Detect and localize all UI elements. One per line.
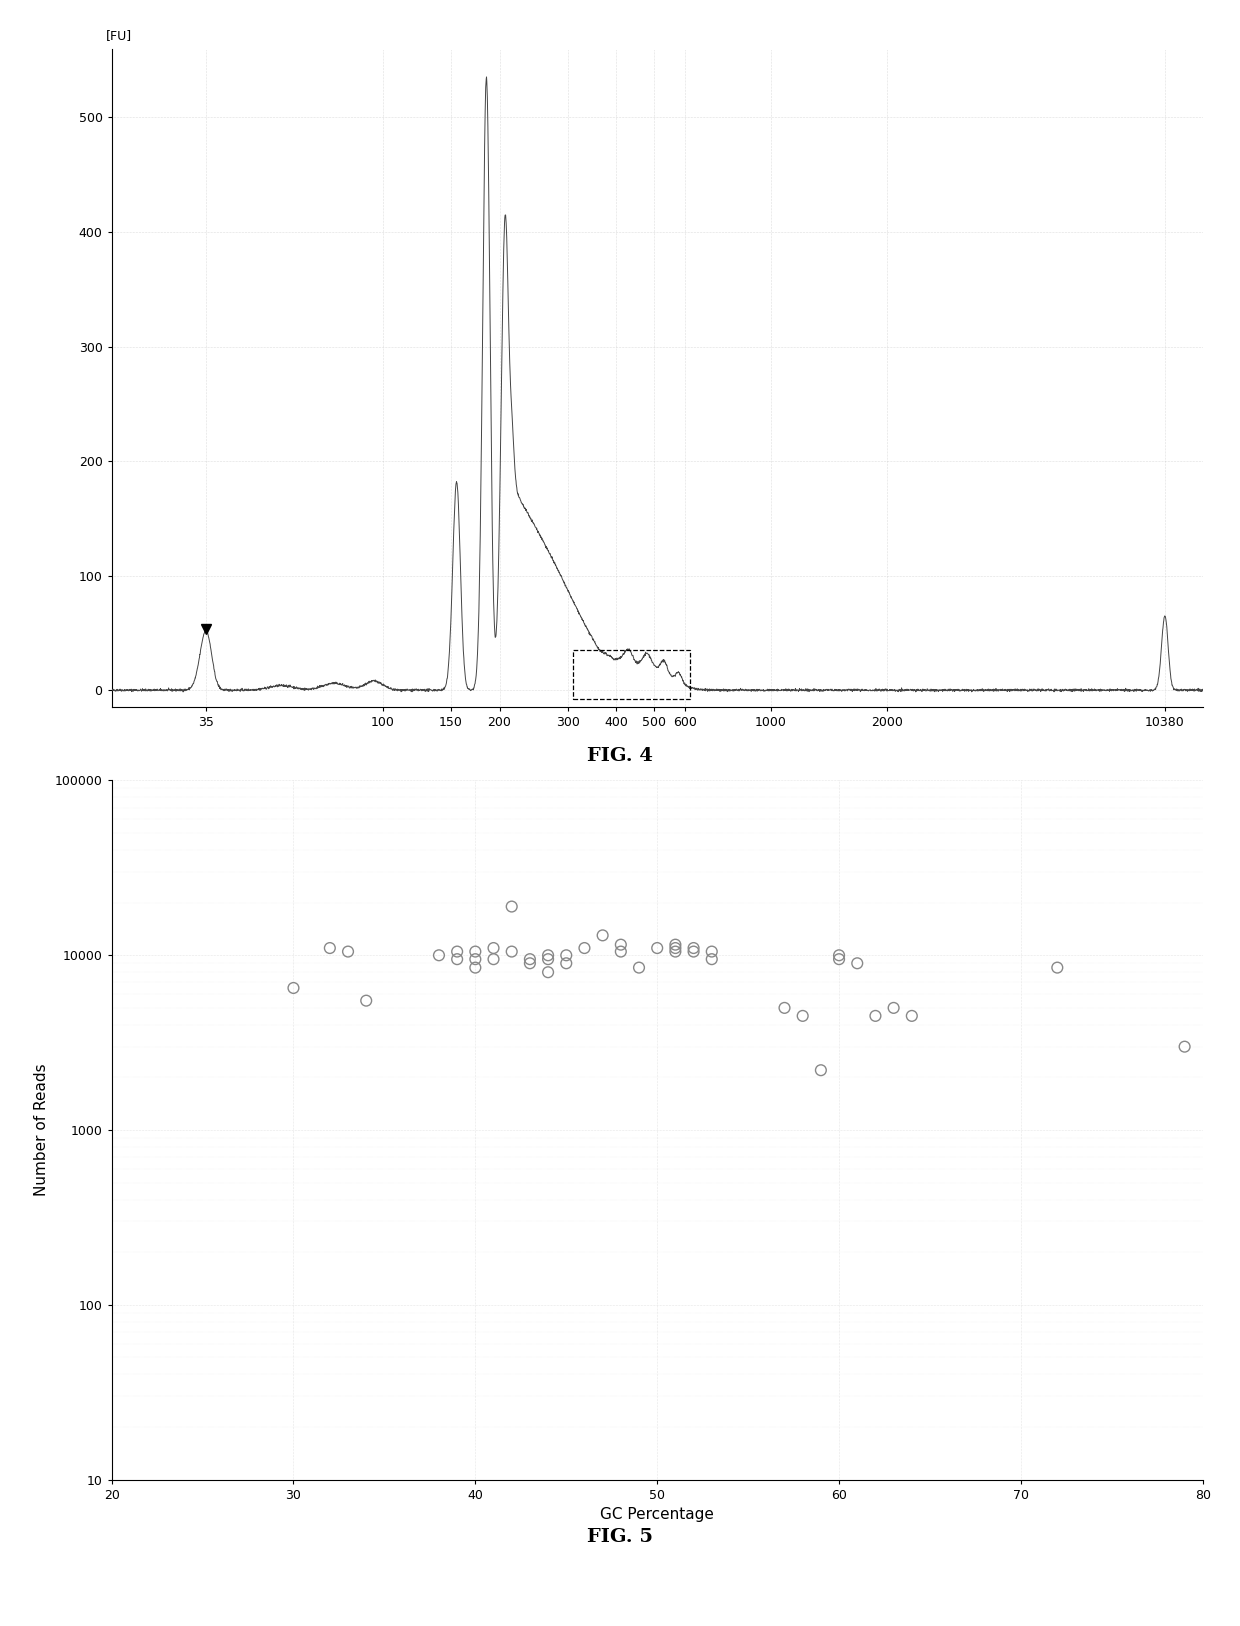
Point	[811, 1057, 831, 1083]
Point	[1174, 1034, 1194, 1060]
Point	[538, 946, 558, 972]
Point	[666, 932, 686, 958]
Point	[666, 935, 686, 961]
Point	[538, 959, 558, 985]
Point	[775, 995, 795, 1021]
Text: [FU]: [FU]	[107, 29, 133, 42]
Point	[866, 1003, 885, 1029]
Point	[666, 938, 686, 964]
Point	[339, 938, 358, 964]
Point	[830, 943, 849, 969]
Point	[520, 946, 539, 972]
Point	[465, 954, 485, 980]
Point	[901, 1003, 921, 1029]
Text: FIG. 4: FIG. 4	[587, 746, 653, 766]
Point	[574, 935, 594, 961]
Point	[593, 922, 613, 948]
Point	[465, 938, 485, 964]
Point	[484, 946, 503, 972]
Point	[465, 946, 485, 972]
Point	[683, 938, 703, 964]
Point	[611, 932, 631, 958]
Point	[629, 954, 649, 980]
X-axis label: GC Percentage: GC Percentage	[600, 1507, 714, 1522]
Point	[557, 950, 577, 976]
Point	[702, 946, 722, 972]
Point	[538, 943, 558, 969]
Point	[830, 946, 849, 972]
Point	[284, 976, 304, 1002]
Y-axis label: Number of Reads: Number of Reads	[35, 1063, 50, 1197]
Point	[320, 935, 340, 961]
Point	[702, 938, 722, 964]
Point	[1048, 954, 1068, 980]
Point	[356, 987, 376, 1013]
Point	[792, 1003, 812, 1029]
Point	[502, 938, 522, 964]
Point	[847, 950, 867, 976]
Point	[448, 938, 467, 964]
Point	[429, 943, 449, 969]
Point	[884, 995, 904, 1021]
Point	[611, 938, 631, 964]
Point	[683, 935, 703, 961]
Point	[484, 935, 503, 961]
Point	[448, 946, 467, 972]
Bar	[573, 650, 691, 699]
Point	[520, 950, 539, 976]
Point	[647, 935, 667, 961]
Point	[502, 894, 522, 920]
Point	[557, 943, 577, 969]
Text: FIG. 5: FIG. 5	[587, 1527, 653, 1546]
